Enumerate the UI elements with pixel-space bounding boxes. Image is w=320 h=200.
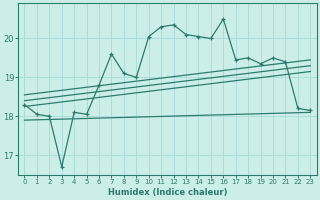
X-axis label: Humidex (Indice chaleur): Humidex (Indice chaleur)	[108, 188, 227, 197]
